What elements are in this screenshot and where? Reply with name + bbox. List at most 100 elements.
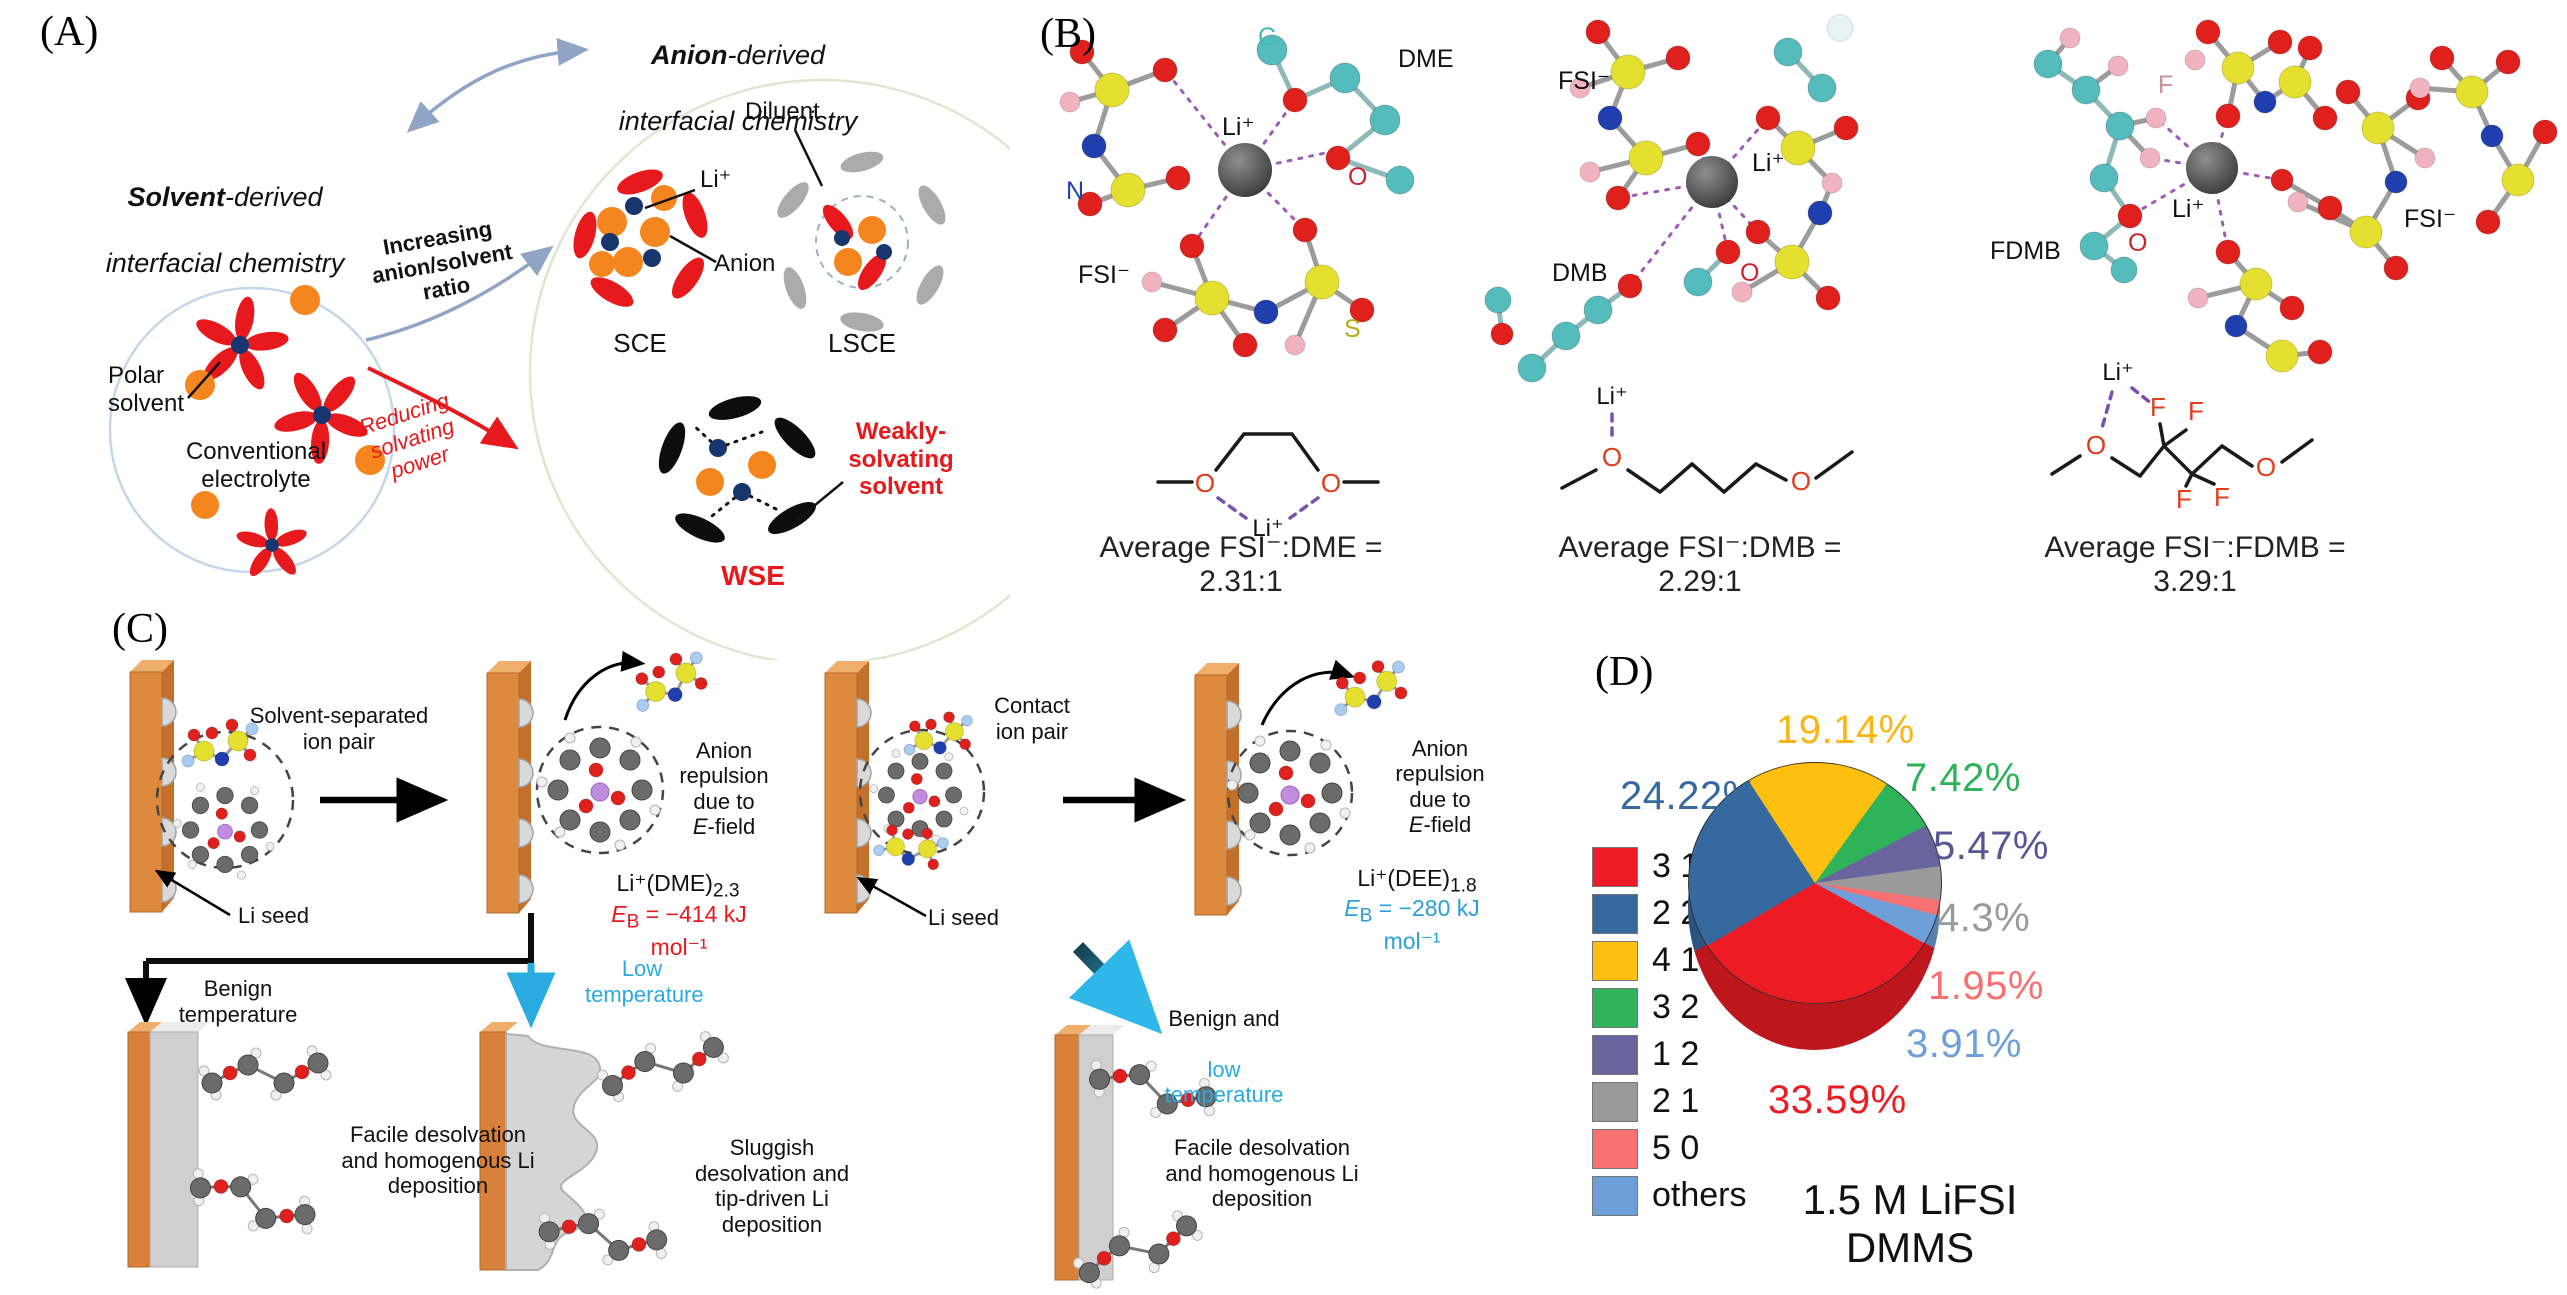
s-atom-label: S xyxy=(1344,315,1361,343)
fdmb-label: FDMB xyxy=(1990,237,2061,265)
skeletal-dme: O O Li⁺ xyxy=(1156,432,1380,542)
skeletal-o: O xyxy=(1195,468,1215,498)
anion-ejection-arrow-1 xyxy=(563,650,646,721)
skeletal-f: F xyxy=(2188,396,2204,426)
pie-title: 1.5 M LiFSI DMMS xyxy=(1802,1176,2018,1271)
efield-rest: -field xyxy=(707,814,756,840)
binding-energy-dee: EB = −280 kJ mol⁻¹ xyxy=(1328,868,1496,954)
dme-label: DME xyxy=(1398,45,1454,73)
eb2-sub: B xyxy=(1359,905,1373,927)
legend-swatch-2-2 xyxy=(1592,893,1638,934)
skeletal-o: O xyxy=(2086,430,2106,460)
dee-complex-sub: 1.8 xyxy=(1450,875,1477,897)
o-atom-label: O xyxy=(1348,163,1368,191)
pct-others: 3.91% xyxy=(1906,1022,2022,1066)
skeletal-li: Li⁺ xyxy=(1596,383,1627,410)
md-snapshot-dmb xyxy=(1484,14,1859,383)
c-atom-label: C xyxy=(1258,23,1277,51)
pct-2-1: 4.3% xyxy=(1937,896,2031,940)
o-atom-label-2: O xyxy=(1740,259,1760,287)
anion-rest: -derived xyxy=(727,39,826,70)
li-ion-label-a: Li⁺ xyxy=(700,166,732,193)
panel-a-tag: (A) xyxy=(40,9,99,55)
anion-repulsion-lines: Anion repulsion due to xyxy=(1395,735,1485,812)
solvation-sheath-4 xyxy=(1226,729,1354,857)
benign-low-label: Benign and low temperature xyxy=(1162,980,1286,1133)
benign-low-arrow xyxy=(1068,939,1163,1035)
skeletal-f: F xyxy=(2150,392,2166,422)
skeletal-li: Li⁺ xyxy=(1252,515,1283,542)
anion-label-a: Anion xyxy=(714,250,776,277)
anion-ejection-arrow-2 xyxy=(1260,659,1356,726)
o-atom-label-3: O xyxy=(2128,229,2148,257)
legend-row: 2 1 xyxy=(1592,1078,1747,1125)
conventional-electrolyte-label: Conventional electrolyte xyxy=(185,438,327,493)
benign-and-line: Benign and xyxy=(1168,1005,1280,1031)
eb1-value: = −414 kJ mol⁻¹ xyxy=(639,900,747,960)
legend-label: 2 1 xyxy=(1652,1082,1700,1120)
li-label-1: Li⁺ xyxy=(1222,113,1255,141)
pct-5-0: 1.95% xyxy=(1928,964,2044,1008)
li-ion-sphere xyxy=(1218,143,1272,197)
polar-solvent-label: Polar solvent xyxy=(108,362,185,417)
exchange-arrow xyxy=(406,38,589,133)
smooth-deposit-electrode-1 xyxy=(127,1022,210,1268)
dme-complex-sub: 2.3 xyxy=(712,880,740,902)
lsce-cluster xyxy=(777,129,946,332)
reducing-power-arrow xyxy=(367,366,519,450)
li-label-2: Li⁺ xyxy=(1752,149,1785,177)
eb2-value: = −280 kJ mol⁻¹ xyxy=(1372,894,1480,954)
binding-energy-dme: EB = −414 kJ mol⁻¹ xyxy=(588,874,770,960)
legend-swatch-1-2 xyxy=(1592,1034,1638,1075)
pct-4-1: 19.14% xyxy=(1776,708,1915,752)
dmb-label: DMB xyxy=(1552,259,1608,287)
fsi-label-3: FSI⁻ xyxy=(2404,205,2457,233)
legend-swatch-others xyxy=(1592,1175,1638,1216)
legend-label: 5 0 xyxy=(1652,1129,1700,1167)
skeletal-o: O xyxy=(1791,466,1811,496)
solvent-rest: -derived xyxy=(224,181,323,212)
increasing-ratio-arrow xyxy=(365,245,554,342)
eb1-e: E xyxy=(611,900,627,927)
lsce-label: LSCE xyxy=(828,328,896,358)
anion-repulsion-label-2: Anion repulsion due to E-field xyxy=(1388,710,1492,863)
legend-label: 1 2 xyxy=(1652,1035,1700,1073)
legend-swatch-3-2 xyxy=(1592,987,1638,1028)
pct-2-2: 24.22% xyxy=(1620,774,1759,818)
legend-swatch-4-1 xyxy=(1592,940,1638,981)
li-seed-pointer-2 xyxy=(856,876,927,918)
anion-line2: interfacial chemistry xyxy=(618,105,858,136)
li-label-3: Li⁺ xyxy=(2172,195,2205,223)
pie-chart-face xyxy=(1688,762,1942,1004)
sce-cluster xyxy=(573,169,717,307)
panel-b-graphic: O O Li⁺ xyxy=(1059,14,2558,542)
ssip-label: Solvent-separated ion pair xyxy=(249,703,429,754)
caption-dme-ratio: Average FSI⁻:DME = 2.31:1 xyxy=(1099,531,1383,598)
solvation-sheath-1 xyxy=(155,730,295,870)
panel-a-graphic xyxy=(108,38,1010,660)
benign-temp-label: Benign temperature xyxy=(178,976,298,1027)
li-seed-pointer-1 xyxy=(154,869,231,917)
sluggish-deposition-label: Sluggish desolvation and tip-driven Li d… xyxy=(694,1135,850,1237)
panel-d-tag: (D) xyxy=(1595,649,1654,695)
efield-e: E xyxy=(1408,812,1424,838)
panel-c-tag: (C) xyxy=(112,606,168,652)
cip-label: Contact ion pair xyxy=(994,693,1070,744)
li-seed-label-1: Li seed xyxy=(238,903,309,928)
branch-connector xyxy=(146,913,534,964)
efield-rest: -field xyxy=(1423,812,1472,838)
md-snapshot-fdmb xyxy=(2033,19,2558,373)
fsi-label-2: FSI⁻ xyxy=(1558,67,1611,95)
pct-3-2: 7.42% xyxy=(1905,756,2021,800)
f-atom-label: F xyxy=(2158,71,2174,99)
pct-1-2: 5.47% xyxy=(1933,824,2049,868)
facile-deposition-label-2: Facile desolvation and homogenous Li dep… xyxy=(1165,1135,1359,1212)
sce-label: SCE xyxy=(613,328,667,358)
legend-label: 3 2 xyxy=(1652,988,1700,1026)
facile-deposition-label-1: Facile desolvation and homogenous Li dep… xyxy=(341,1122,535,1199)
low-temp-lines: low temperature xyxy=(1164,1056,1284,1108)
legend-label: 4 1 xyxy=(1652,941,1700,979)
skeletal-f: F xyxy=(2214,482,2230,512)
legend-swatch-2-1 xyxy=(1592,1081,1638,1122)
